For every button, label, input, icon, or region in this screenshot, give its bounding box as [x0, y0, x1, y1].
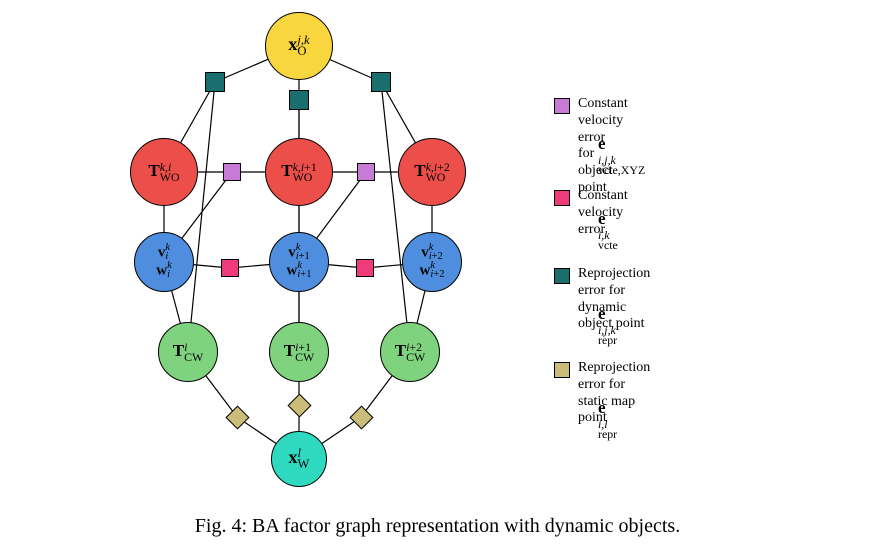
legend-swatch: [554, 190, 570, 206]
node-xO: xj,kO: [265, 12, 333, 80]
figure-caption: Fig. 4: BA factor graph representation w…: [0, 515, 875, 538]
node-T2: Tk,i+2WO: [398, 138, 466, 206]
factor-t_R0: [205, 72, 225, 92]
legend-swatch: [554, 98, 570, 114]
legend-math: ei,j,krepr: [598, 304, 617, 345]
legend-math: ei,lrepr: [598, 398, 617, 439]
factor-m_T0T1: [223, 163, 241, 181]
node-V2: vki+2wki+2: [402, 232, 462, 292]
factor-p_V1V2: [356, 259, 374, 277]
legend-math: ei,kvcte: [598, 209, 618, 250]
node-label: vki+1wki+1: [287, 244, 312, 280]
factor-t_R1: [289, 90, 309, 110]
node-label: Ti+2CW: [395, 342, 426, 362]
node-label: vki+2wki+2: [420, 244, 445, 280]
node-C2: Ti+2CW: [380, 322, 440, 382]
node-label: xj,kO: [288, 35, 309, 57]
node-label: vkiwki: [156, 244, 172, 280]
node-C1: Ti+1CW: [269, 322, 329, 382]
factor-p_V0V1: [221, 259, 239, 277]
legend-swatch: [554, 362, 570, 378]
factor-t_R2: [371, 72, 391, 92]
node-C0: TiCW: [158, 322, 218, 382]
caption-text: Fig. 4: BA factor graph representation w…: [195, 515, 680, 537]
legend-swatch: [554, 268, 570, 284]
node-V0: vkiwki: [134, 232, 194, 292]
node-label: TiCW: [173, 342, 204, 362]
node-V1: vki+1wki+1: [269, 232, 329, 292]
node-label: Tk,i+2WO: [414, 162, 450, 182]
node-xW: xlW: [271, 431, 327, 487]
node-T1: Tk,i+1WO: [265, 138, 333, 206]
node-T0: Tk,iWO: [130, 138, 198, 206]
node-label: Tk,i+1WO: [281, 162, 317, 182]
factor-m_T1T2: [357, 163, 375, 181]
node-label: Tk,iWO: [148, 162, 179, 182]
edge: [381, 82, 410, 352]
node-label: Ti+1CW: [284, 342, 315, 362]
node-label: xlW: [289, 448, 310, 470]
legend-math: ei,j,kvcte,XYZ: [598, 134, 645, 175]
